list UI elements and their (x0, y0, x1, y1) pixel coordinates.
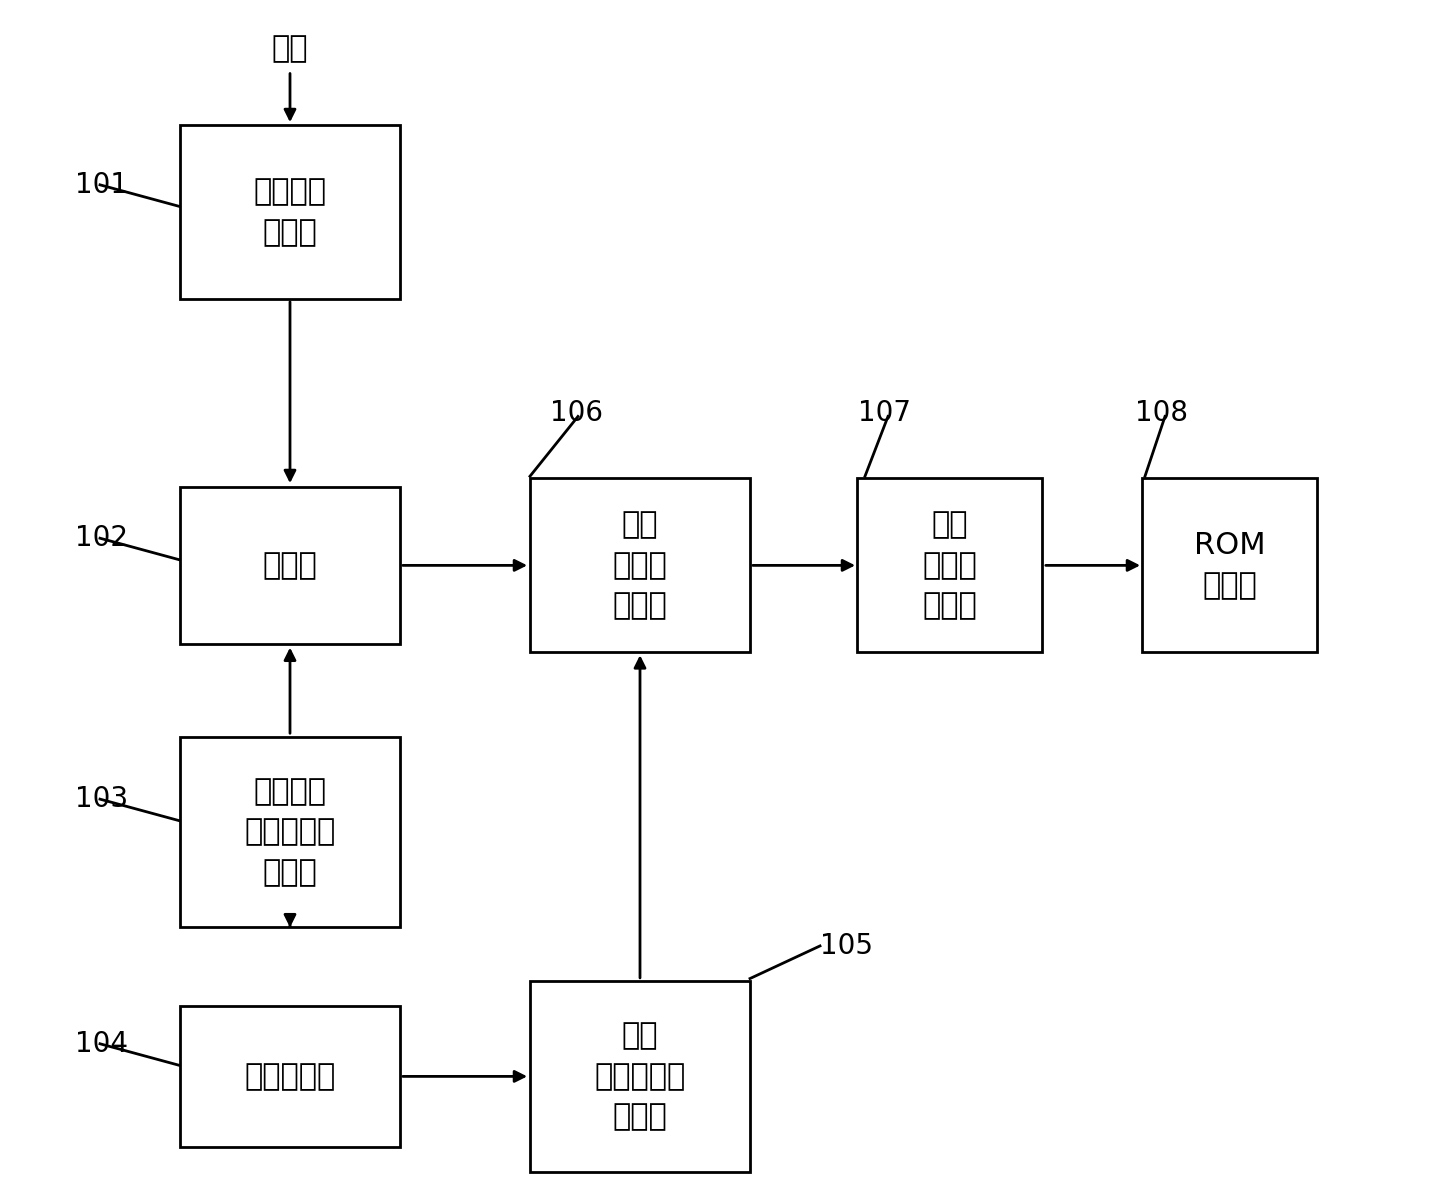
Text: 选通器: 选通器 (262, 551, 318, 580)
Text: 102: 102 (75, 524, 128, 553)
Bar (180, 126, 400, 299)
Bar (180, 1006, 400, 1147)
Bar (531, 981, 750, 1172)
Bar (857, 478, 1043, 652)
Text: 相位
控制字
计算器: 相位 控制字 计算器 (612, 511, 667, 621)
Text: 106: 106 (550, 399, 603, 427)
Text: 101: 101 (75, 171, 128, 199)
Bar (531, 478, 750, 652)
Bar (180, 737, 400, 927)
Text: 数据: 数据 (271, 35, 309, 63)
Bar (180, 487, 400, 645)
Text: 104: 104 (75, 1030, 128, 1057)
Text: ROM
查找表: ROM 查找表 (1195, 531, 1266, 600)
Text: 载波
相位控制字
发生器: 载波 相位控制字 发生器 (594, 1021, 686, 1131)
Text: 相位
控制字
累加器: 相位 控制字 累加器 (922, 511, 977, 621)
Text: 额外累加
相位控制字
发生器: 额外累加 相位控制字 发生器 (245, 776, 335, 886)
Text: 107: 107 (858, 399, 911, 427)
Text: 数据变化
检测器: 数据变化 检测器 (254, 177, 326, 246)
Text: 108: 108 (1135, 399, 1188, 427)
Bar (1143, 478, 1318, 652)
Text: 103: 103 (75, 785, 128, 813)
Text: 105: 105 (821, 932, 873, 960)
Text: 频率选择器: 频率选择器 (245, 1062, 335, 1091)
